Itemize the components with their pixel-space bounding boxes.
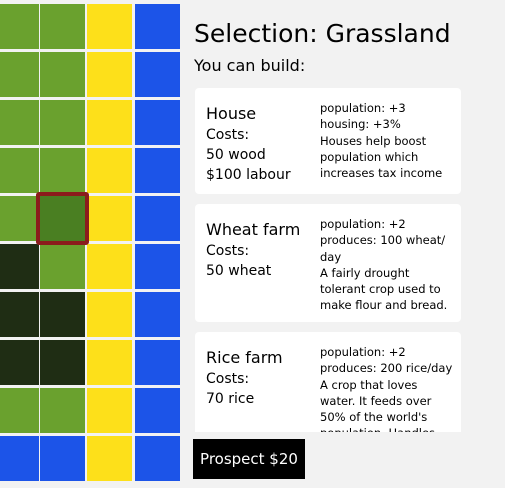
map-tile-grass[interactable] bbox=[0, 388, 39, 433]
map-tile-dark[interactable] bbox=[0, 292, 39, 337]
map-tile-grass[interactable] bbox=[40, 388, 85, 433]
map-tile-grass[interactable] bbox=[0, 148, 39, 193]
selection-title: Selection: Grassland bbox=[194, 19, 451, 48]
info-line: produces: 100 wheat/ day bbox=[320, 233, 446, 264]
building-costs: Costs: 70 rice bbox=[206, 369, 254, 409]
cost-line: Costs: bbox=[206, 243, 250, 259]
map-tile-water[interactable] bbox=[135, 388, 180, 433]
map-tile-sand[interactable] bbox=[87, 100, 132, 145]
cost-line: $100 labour bbox=[206, 167, 291, 183]
map-grid bbox=[0, 0, 180, 488]
map-tile-grass[interactable] bbox=[40, 4, 85, 49]
building-costs: Costs: 50 wood $100 labour bbox=[206, 125, 291, 185]
cost-line: 50 wheat bbox=[206, 263, 272, 279]
map-tile-sand[interactable] bbox=[87, 436, 132, 481]
building-card[interactable]: Rice farm Costs: 70 rice population: +2 prod… bbox=[195, 332, 461, 432]
info-line: population: +2 bbox=[320, 345, 406, 359]
building-list[interactable]: House Costs: 50 wood $100 labour population:… bbox=[193, 86, 493, 432]
map-tile-dark[interactable] bbox=[40, 340, 85, 385]
building-info: population: +3 housing: +3% Houses help bo… bbox=[320, 100, 456, 181]
info-line: A crop that loves water. It feeds over 5… bbox=[320, 377, 435, 432]
map-tile-sand[interactable] bbox=[87, 4, 132, 49]
map-tile-selected[interactable] bbox=[36, 192, 89, 245]
map-tile-dark[interactable] bbox=[0, 244, 39, 289]
map-tile-sand[interactable] bbox=[87, 340, 132, 385]
map-tile-sand[interactable] bbox=[87, 52, 132, 97]
map-tile-dark[interactable] bbox=[40, 292, 85, 337]
building-card[interactable]: House Costs: 50 wood $100 labour population:… bbox=[195, 88, 461, 194]
map-tile-water[interactable] bbox=[135, 52, 180, 97]
map-tile-water[interactable] bbox=[0, 436, 39, 481]
map-tile-sand[interactable] bbox=[87, 388, 132, 433]
map-tile-grass[interactable] bbox=[0, 100, 39, 145]
building-name: House bbox=[206, 104, 257, 123]
map-tile-dark[interactable] bbox=[0, 340, 39, 385]
map-tile-water[interactable] bbox=[135, 148, 180, 193]
info-line: A fairly drought tolerant crop used to m… bbox=[320, 265, 448, 313]
map-tile-sand[interactable] bbox=[87, 244, 132, 289]
info-line: population: +2 bbox=[320, 217, 406, 231]
map-tile-water[interactable] bbox=[135, 100, 180, 145]
cost-line: Costs: bbox=[206, 127, 250, 143]
building-name: Rice farm bbox=[206, 348, 283, 367]
map-tile-water[interactable] bbox=[135, 4, 180, 49]
cost-line: 50 wood bbox=[206, 147, 266, 163]
map-tile-sand[interactable] bbox=[87, 196, 132, 241]
building-info: population: +2 produces: 100 wheat/ day A … bbox=[320, 216, 456, 314]
map-tile-grass[interactable] bbox=[40, 244, 85, 289]
building-name: Wheat farm bbox=[206, 220, 301, 239]
map-tile-grass[interactable] bbox=[40, 52, 85, 97]
info-line: Houses help boost population which incre… bbox=[320, 133, 443, 181]
build-subtitle: You can build: bbox=[194, 56, 306, 75]
cost-line: 70 rice bbox=[206, 391, 255, 407]
map-tile-water[interactable] bbox=[135, 436, 180, 481]
prospect-button[interactable]: Prospect $20 bbox=[193, 439, 305, 479]
map-tile-grass[interactable] bbox=[0, 4, 39, 49]
map-tile-water[interactable] bbox=[135, 340, 180, 385]
building-card[interactable]: Wheat farm Costs: 50 wheat population: +2 pr… bbox=[195, 204, 461, 322]
map-tile-sand[interactable] bbox=[87, 148, 132, 193]
map-tile-water[interactable] bbox=[135, 292, 180, 337]
selection-panel: Selection: Grassland You can build: Hous… bbox=[193, 0, 505, 488]
info-line: produces: 200 rice/day bbox=[320, 361, 453, 376]
building-costs: Costs: 50 wheat bbox=[206, 241, 271, 281]
map-tile-grass[interactable] bbox=[40, 100, 85, 145]
info-line: housing: +3% bbox=[320, 117, 401, 132]
map-tile-water[interactable] bbox=[40, 436, 85, 481]
info-line: population: +3 bbox=[320, 101, 406, 115]
map-tile-water[interactable] bbox=[135, 244, 180, 289]
map-tile-water[interactable] bbox=[135, 196, 180, 241]
map-tile-grass[interactable] bbox=[40, 148, 85, 193]
building-info: population: +2 produces: 200 rice/day A cr… bbox=[320, 344, 456, 432]
map-tile-sand[interactable] bbox=[87, 292, 132, 337]
cost-line: Costs: bbox=[206, 371, 250, 387]
map-tile-grass[interactable] bbox=[0, 196, 39, 241]
map-tile-grass[interactable] bbox=[0, 52, 39, 97]
